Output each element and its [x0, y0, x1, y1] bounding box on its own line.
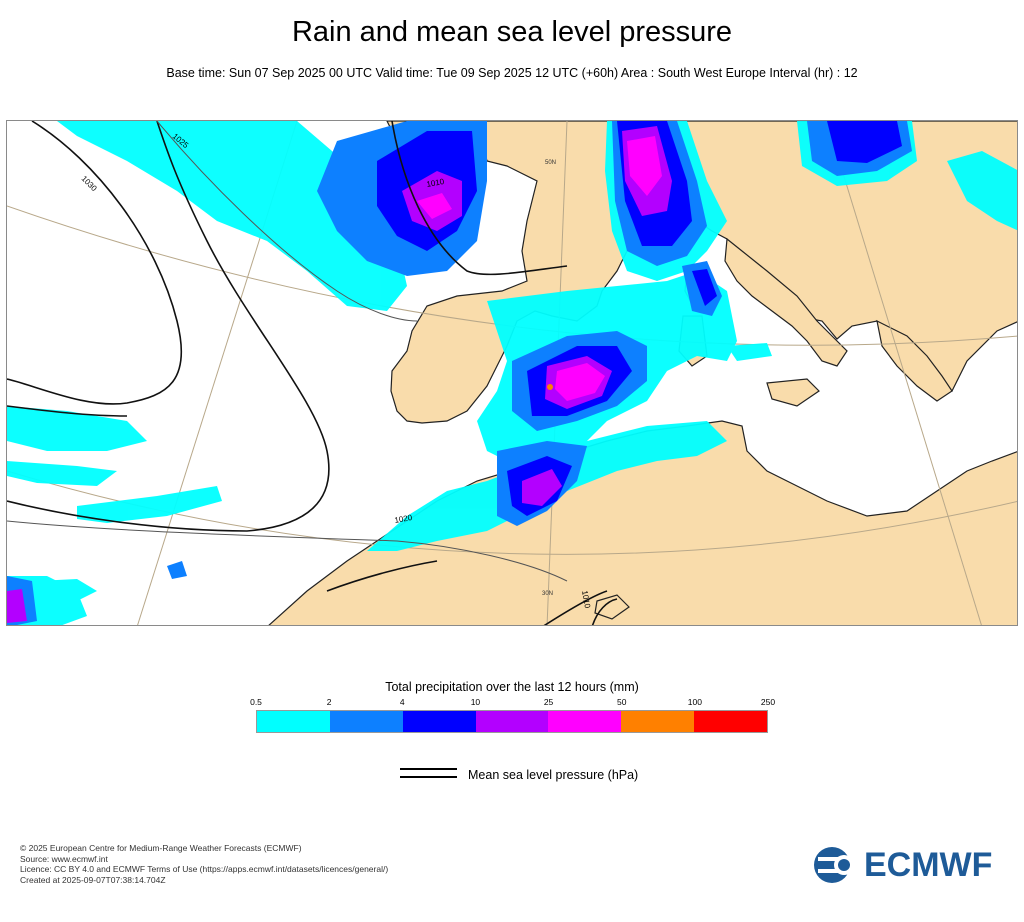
legend-tick: 0.5 [250, 697, 262, 707]
legend-tick: 100 [687, 697, 702, 707]
legend-title: Total precipitation over the last 12 hou… [385, 680, 639, 694]
footer-source: Source: www.ecmwf.int [20, 853, 108, 864]
mslp-key-line [400, 768, 457, 780]
colorbar-swatch [329, 711, 403, 732]
ecmwf-logo-icon [814, 847, 854, 883]
ecmwf-logo: ECMWF [812, 845, 1012, 885]
isobars [7, 121, 618, 625]
legend-tick: 25 [543, 697, 554, 707]
colorbar-swatch [548, 711, 622, 732]
land-greece [876, 319, 953, 402]
colorbar-swatch [257, 711, 330, 732]
footer-copyright: © 2025 European Centre for Medium-Range … [20, 843, 302, 853]
chart-title: Rain and mean sea level pressure [291, 16, 733, 48]
legend-tick: 10 [470, 697, 481, 707]
mslp-key-label: Mean sea level pressure (hPa) [468, 768, 639, 782]
footer-licence: Licence: CC BY 4.0 and ECMWF Terms of Us… [20, 864, 389, 874]
isobars-thin [7, 121, 568, 582]
precip-magenta [417, 136, 662, 401]
colorbar-swatch [621, 711, 695, 732]
chart-subtitle: Base time: Sun 07 Sep 2025 00 UTC Valid … [166, 66, 858, 80]
legend-tick: 50 [616, 697, 627, 707]
footer-created: Created at 2025-09-07T07:38:14.704Z [20, 874, 166, 885]
graticule-label: 30N [542, 591, 553, 597]
colorbar-swatch [475, 711, 549, 732]
footer: © 2025 European Centre for Medium-Range … [20, 843, 388, 885]
land-canary [594, 594, 630, 620]
isobar-label: 1020 [394, 513, 414, 525]
legend-ticks: 0.5 2 4 10 25 50 100 250 [250, 697, 775, 709]
legend-tick: 250 [760, 697, 776, 707]
map-canvas: 1025 1030 1010 1020 1010 50N 30N [7, 121, 1017, 625]
legend-tick: 4 [399, 697, 405, 707]
graticule-label: 50N [545, 160, 556, 166]
land-sicily [766, 378, 820, 407]
colorbar-swatch [694, 711, 768, 732]
isobar-label: 1030 [80, 174, 99, 193]
legend-tick: 2 [326, 697, 332, 707]
isobar-label: 1010 [426, 177, 446, 189]
precip-colorbar [256, 710, 768, 733]
weather-map: 1025 1030 1010 1020 1010 50N 30N [6, 120, 1018, 626]
colorbar-swatch [402, 711, 476, 732]
land-italy [724, 237, 848, 367]
precip-orange [547, 384, 553, 390]
isobar-label: 1010 [580, 590, 592, 610]
ecmwf-logo-text: ECMWF [864, 846, 993, 884]
